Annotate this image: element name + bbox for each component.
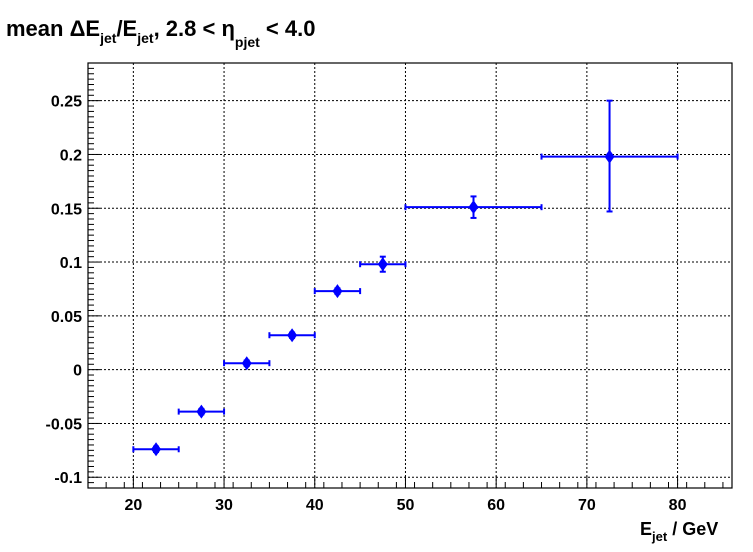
chart-title: mean ΔEjet/Ejet, 2.8 < ηpjet < 4.0 [6, 16, 315, 50]
y-tick-label: -0.1 [54, 470, 82, 487]
diamond-marker [287, 328, 298, 343]
data-point-group [540, 99, 679, 213]
y-tick-label: 0.05 [51, 309, 82, 326]
diamond-marker [604, 149, 615, 164]
y-tick-label: 0.2 [60, 147, 82, 164]
y-tick-label: 0.25 [51, 94, 82, 111]
data-point-group [177, 404, 226, 419]
data-point-group [268, 328, 316, 343]
diamond-marker [151, 442, 162, 457]
x-tick-label: 50 [397, 497, 415, 514]
y-tick-label: 0 [73, 363, 82, 380]
plot-frame [87, 62, 733, 489]
diamond-marker [468, 200, 479, 215]
axis-ticks [87, 67, 724, 489]
x-tick-label: 30 [215, 497, 233, 514]
y-tick-label: 0.1 [60, 255, 82, 272]
data-point-group [132, 442, 180, 457]
data-point-group [223, 356, 271, 371]
diamond-marker [241, 356, 252, 371]
y-tick-label: -0.05 [46, 416, 83, 433]
x-tick-label: 70 [578, 497, 596, 514]
x-tick-label: 40 [306, 497, 324, 514]
diamond-marker [377, 257, 388, 272]
data-points [132, 99, 679, 457]
data-point-group [313, 284, 362, 299]
x-axis-title: Ejet / GeV [640, 519, 718, 544]
diamond-marker [332, 284, 343, 299]
data-point-group [404, 195, 543, 219]
y-tick-label: 0.15 [51, 201, 82, 218]
diamond-marker [196, 404, 207, 419]
tick-labels: 20 30 40 50 60 70 80 -0.1 -0.05 0 0.05 0.1 0.15 0.2 0.… [46, 94, 687, 514]
x-tick-label: 60 [487, 497, 505, 514]
data-point-group [359, 255, 407, 273]
x-tick-label: 20 [124, 497, 142, 514]
x-tick-label: 80 [669, 497, 687, 514]
grid [88, 63, 732, 488]
